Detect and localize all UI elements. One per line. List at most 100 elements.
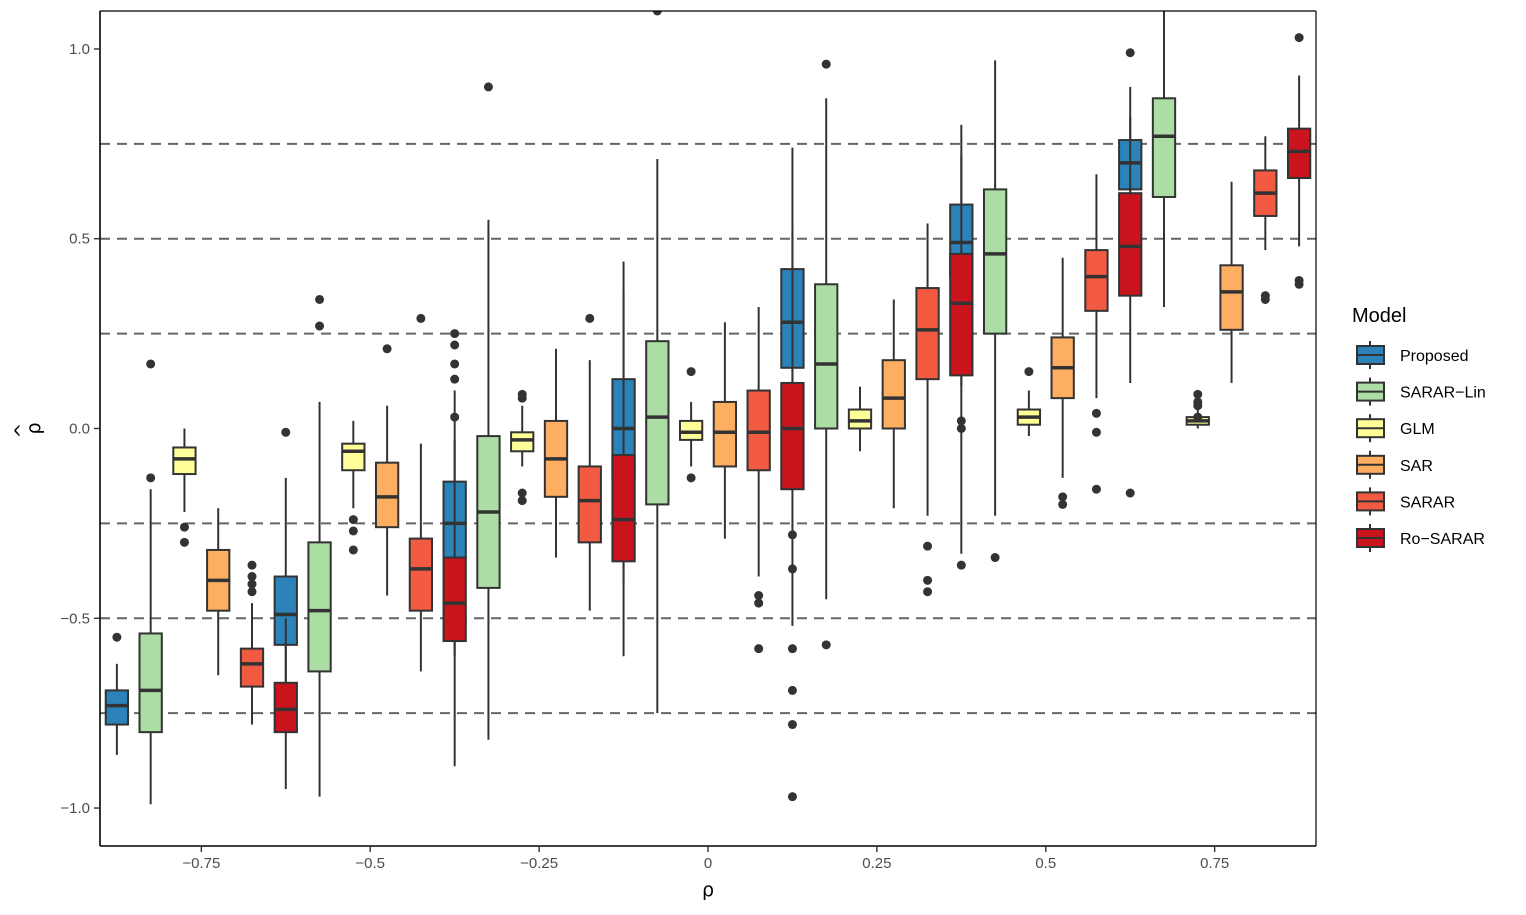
outlier-point: [1193, 389, 1203, 399]
box-2-5: [1016, 367, 1042, 437]
legend-label: SARAR: [1400, 494, 1455, 511]
box-body: [172, 446, 197, 476]
outlier-point: [517, 393, 527, 403]
legend-entry-3: SAR: [1356, 450, 1433, 479]
box-5-4: [949, 155, 974, 570]
legend-label: Ro−SARAR: [1400, 531, 1485, 548]
box-body: [746, 389, 771, 472]
y-axis-ticks: −1.0 −0.5 0.0 0.5 1.0: [60, 41, 100, 817]
box-1-3: [645, 11, 670, 714]
outlier-point: [1260, 294, 1270, 304]
box-body: [138, 632, 163, 734]
x-tick-label: 0: [704, 855, 712, 872]
outlier-point: [179, 522, 189, 532]
box-1-1: [307, 294, 332, 797]
outlier-point: [146, 359, 156, 369]
y-axis-label: ρ ^: [11, 422, 45, 438]
box-body: [949, 252, 974, 377]
outlier-point: [179, 537, 189, 547]
outlier-point: [247, 572, 257, 582]
box-3-1: [374, 344, 400, 596]
box-body: [1084, 249, 1109, 312]
x-tick-label: −0.5: [355, 855, 385, 872]
box-1-4: [814, 59, 839, 650]
outlier-point: [1091, 427, 1101, 437]
outlier-point: [754, 644, 764, 654]
outlier-point: [247, 560, 257, 570]
outlier-point: [1294, 33, 1304, 43]
box-body: [814, 283, 839, 430]
box-3-4: [881, 299, 906, 509]
x-tick-label: 0.75: [1200, 855, 1229, 872]
series-2: [172, 367, 1210, 555]
outlier-point: [1294, 279, 1304, 289]
outlier-point: [990, 553, 1000, 563]
y-tick-label: 1.0: [69, 41, 90, 58]
legend-label: Proposed: [1400, 348, 1469, 365]
box-series-group: [104, 11, 1312, 805]
box-4-1: [408, 313, 434, 672]
outlier-point: [517, 496, 527, 506]
outlier-point: [821, 640, 831, 650]
box-3-3: [712, 322, 738, 539]
outlier-point: [923, 575, 933, 585]
box-1-5: [982, 60, 1008, 563]
box-body: [104, 689, 130, 726]
outlier-point: [450, 359, 460, 369]
legend-label: GLM: [1400, 421, 1435, 438]
box-5-3: [780, 231, 805, 802]
legend-entry-4: SARAR: [1356, 487, 1455, 516]
box-1-0: [138, 359, 163, 805]
box-body: [1286, 127, 1312, 179]
outlier-point: [821, 59, 831, 69]
y-axis-label-base: ρ: [23, 422, 45, 434]
box-4-2: [577, 313, 602, 611]
box-1-6: [1151, 11, 1177, 308]
legend-entry-5: Ro−SARAR: [1356, 524, 1485, 552]
box-body: [712, 400, 738, 468]
outlier-point: [247, 579, 257, 589]
outlier-point: [754, 598, 764, 608]
outlier-point: [1125, 48, 1135, 58]
outlier-point: [1091, 408, 1101, 418]
outlier-point: [652, 11, 662, 16]
series-3: [206, 181, 1244, 676]
box-body: [915, 287, 940, 381]
legend-entry-1: SARAR−Lin: [1356, 377, 1486, 406]
box-2-0: [172, 428, 197, 547]
box-2-3: [678, 367, 704, 483]
box-4-6: [1253, 136, 1278, 304]
outlier-point: [1091, 484, 1101, 494]
box-4-0: [239, 560, 265, 725]
box-body: [239, 647, 265, 688]
box-0-0: [104, 632, 130, 755]
outlier-point: [315, 294, 325, 304]
outlier-point: [450, 374, 460, 384]
box-3-5: [1050, 257, 1075, 509]
x-tick-label: −0.25: [520, 855, 558, 872]
outlier-point: [686, 473, 696, 483]
outlier-point: [1058, 492, 1068, 502]
box-2-2: [510, 389, 535, 506]
outlier-point: [450, 412, 460, 422]
box-body: [510, 431, 535, 453]
legend-entry-2: GLM: [1356, 414, 1435, 443]
box-body: [577, 465, 602, 544]
box-1-2: [476, 82, 501, 740]
box-5-6: [1286, 33, 1312, 289]
box-body: [847, 408, 873, 430]
box-body: [273, 681, 298, 734]
outlier-point: [281, 427, 291, 437]
outlier-point: [1024, 367, 1034, 377]
y-tick-label: 0.0: [69, 421, 90, 438]
outlier-point: [787, 685, 797, 695]
outlier-point: [923, 541, 933, 551]
box-5-2: [611, 291, 636, 657]
outlier-point: [754, 591, 764, 600]
series-5: [273, 33, 1312, 802]
outlier-point: [1058, 499, 1068, 509]
x-tick-label: 0.25: [862, 855, 891, 872]
box-4-3: [746, 307, 771, 654]
box-3-0: [206, 508, 231, 676]
